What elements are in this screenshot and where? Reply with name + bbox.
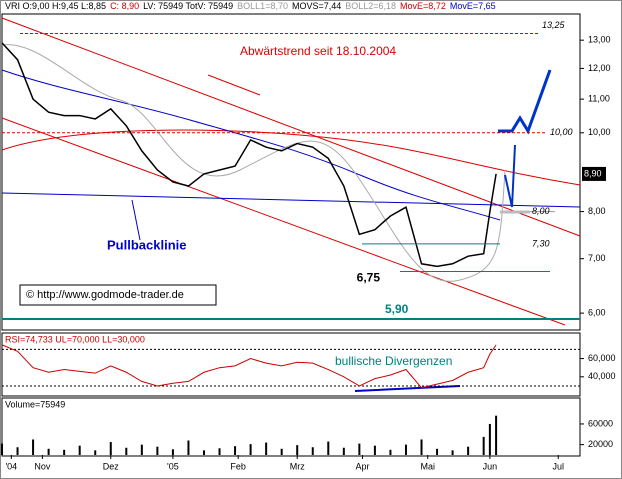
x-tick-label: Jun bbox=[483, 461, 498, 471]
volume-bar bbox=[436, 448, 439, 455]
last-price-box bbox=[582, 166, 606, 181]
volume-bar bbox=[467, 446, 470, 455]
volume-bar bbox=[280, 448, 283, 455]
level-label: 7,30 bbox=[532, 238, 550, 248]
volume-bar bbox=[265, 442, 268, 455]
y-tick-label: 13,00 bbox=[588, 35, 611, 45]
x-tick-label: Mai bbox=[420, 461, 435, 471]
volume-bar bbox=[451, 450, 454, 455]
bollinger-band bbox=[1, 44, 506, 282]
moving-average bbox=[1, 69, 501, 221]
volume-bar bbox=[389, 449, 392, 455]
y-tick-label: 7,00 bbox=[588, 253, 606, 263]
copyright-box bbox=[19, 284, 217, 306]
x-tick-label: '04 bbox=[5, 461, 17, 471]
header-item: LV: 75949 TotV: 75949 bbox=[143, 1, 233, 11]
main-panel bbox=[1, 13, 581, 331]
volume-bar bbox=[488, 423, 491, 455]
x-tick-label: Jul bbox=[552, 461, 564, 471]
volume-bar bbox=[358, 443, 361, 455]
volume-bar bbox=[495, 415, 498, 455]
header-item: MovE=7,65 bbox=[450, 1, 496, 11]
arrow bbox=[207, 74, 261, 96]
volume-bar bbox=[16, 447, 19, 455]
moving-average bbox=[1, 129, 581, 186]
y-tick-label: 60,000 bbox=[588, 353, 616, 363]
x-tick-label: Feb bbox=[230, 461, 246, 471]
volume-bar bbox=[63, 449, 66, 455]
volume-bar bbox=[420, 439, 423, 455]
level-label: 6,75 bbox=[357, 271, 381, 285]
projection-up bbox=[498, 69, 552, 135]
y-tick-label: 12,00 bbox=[588, 63, 611, 73]
volume-bar bbox=[404, 444, 407, 455]
volume-bar bbox=[327, 441, 330, 455]
volume-bar bbox=[202, 450, 205, 455]
level-label: 8,00 bbox=[532, 206, 550, 216]
volume-bar bbox=[249, 444, 252, 455]
annotation: Abwärtstrend seit 18.10.2004 bbox=[240, 44, 396, 58]
header-item: BOLL2=6,18 bbox=[345, 1, 396, 11]
x-tick-label: Nov bbox=[34, 461, 51, 471]
volume-bar bbox=[47, 448, 50, 455]
copyright: © http://www.godmode-trader.de bbox=[26, 289, 184, 301]
volume-panel bbox=[1, 397, 581, 457]
y-tick-label: 11,00 bbox=[588, 94, 610, 104]
trend-line bbox=[1, 117, 566, 326]
y-tick-label: 6,00 bbox=[588, 308, 606, 318]
rsi-panel bbox=[1, 332, 581, 397]
volume-bar bbox=[109, 442, 112, 455]
y-tick-label: 8,00 bbox=[588, 206, 606, 216]
header-item: C: 8,90 bbox=[110, 1, 139, 11]
divergence-line bbox=[354, 385, 461, 392]
pullback-line bbox=[1, 192, 581, 208]
x-tick-label: Dez bbox=[103, 461, 120, 471]
y-tick-label: 60000 bbox=[588, 418, 613, 428]
volume-bar bbox=[78, 445, 81, 455]
volume-bar bbox=[342, 447, 345, 455]
volume-bar bbox=[296, 445, 299, 455]
level-label: 5,90 bbox=[385, 302, 409, 316]
header-item: MOVS=7,44 bbox=[292, 1, 341, 11]
volume-bar bbox=[187, 440, 190, 455]
y-tick-label: 20000 bbox=[588, 439, 613, 449]
volume-bar bbox=[234, 446, 237, 455]
level-label: 13,25 bbox=[542, 20, 566, 30]
price-line bbox=[1, 344, 497, 389]
y-tick-label: 40,000 bbox=[588, 371, 616, 381]
volume-bar bbox=[171, 449, 174, 455]
x-tick-label: Apr bbox=[355, 461, 369, 471]
volume-bar bbox=[156, 446, 159, 455]
x-tick-label: Mrz bbox=[290, 461, 305, 471]
annotation: bullische Divergenzen bbox=[335, 354, 452, 368]
volume-bar bbox=[1, 443, 3, 455]
price-line bbox=[1, 42, 497, 268]
volume-bar bbox=[373, 445, 376, 455]
volume-title: Volume=75949 bbox=[5, 399, 65, 409]
header-item: BOLL1=8,70 bbox=[237, 1, 288, 11]
last-price: 8,90 bbox=[584, 168, 602, 178]
rsi-title: RSI=74,733 UL=70,000 LL=30,000 bbox=[5, 334, 145, 344]
volume-bar bbox=[311, 447, 314, 455]
volume-bar bbox=[218, 448, 221, 455]
volume-bar bbox=[140, 444, 143, 455]
header-item: MovE=8,72 bbox=[400, 1, 446, 11]
header-item: VRI O:9,00 H:9,45 L:8,85 bbox=[5, 1, 106, 11]
volume-bar bbox=[32, 439, 35, 455]
level-label: 10,00 bbox=[550, 127, 573, 137]
annotation: Pullbacklinie bbox=[107, 237, 186, 252]
trend-line bbox=[1, 17, 581, 237]
volume-bar bbox=[482, 436, 485, 455]
x-tick-label: '05 bbox=[167, 461, 179, 471]
y-tick-label: 10,00 bbox=[588, 127, 611, 137]
volume-bar bbox=[125, 447, 128, 455]
projection-up bbox=[504, 144, 516, 208]
arrow bbox=[131, 199, 141, 241]
header: VRI O:9,00 H:9,45 L:8,85 C: 8,90 LV: 75949… bbox=[5, 1, 496, 11]
volume-bar bbox=[94, 450, 97, 455]
